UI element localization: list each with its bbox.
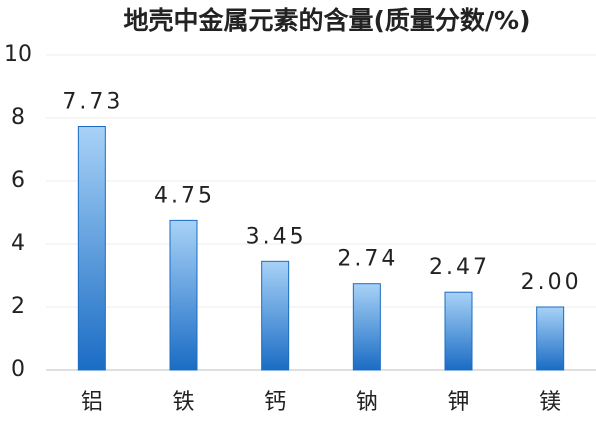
bar <box>261 260 290 371</box>
value-label: 3.45 <box>246 224 307 249</box>
x-tick-label: 铝 <box>81 390 103 415</box>
value-label: 7.73 <box>62 90 123 115</box>
y-tick-label: 6 <box>11 168 25 193</box>
x-tick-label: 铁 <box>172 390 194 415</box>
bar <box>77 126 106 371</box>
bar <box>352 283 381 371</box>
bar <box>536 306 565 371</box>
value-label: 2.47 <box>429 255 490 280</box>
chart-title: 地壳中金属元素的含量(质量分数/%) <box>123 6 530 35</box>
x-tick-label: 钠 <box>356 390 378 415</box>
value-label: 2.74 <box>337 247 398 272</box>
y-tick-label: 0 <box>11 357 25 382</box>
x-tick-label: 钾 <box>447 390 469 415</box>
y-tick-label: 2 <box>11 294 25 319</box>
x-tick-label: 钙 <box>264 390 286 415</box>
y-tick-label: 10 <box>4 42 32 67</box>
y-tick-label: 8 <box>11 105 25 130</box>
bar <box>444 291 473 371</box>
value-label: 4.75 <box>154 183 215 208</box>
value-label: 2.00 <box>521 270 582 295</box>
x-tick-label: 镁 <box>539 390 561 415</box>
bar <box>169 219 198 371</box>
y-tick-label: 4 <box>11 231 25 256</box>
